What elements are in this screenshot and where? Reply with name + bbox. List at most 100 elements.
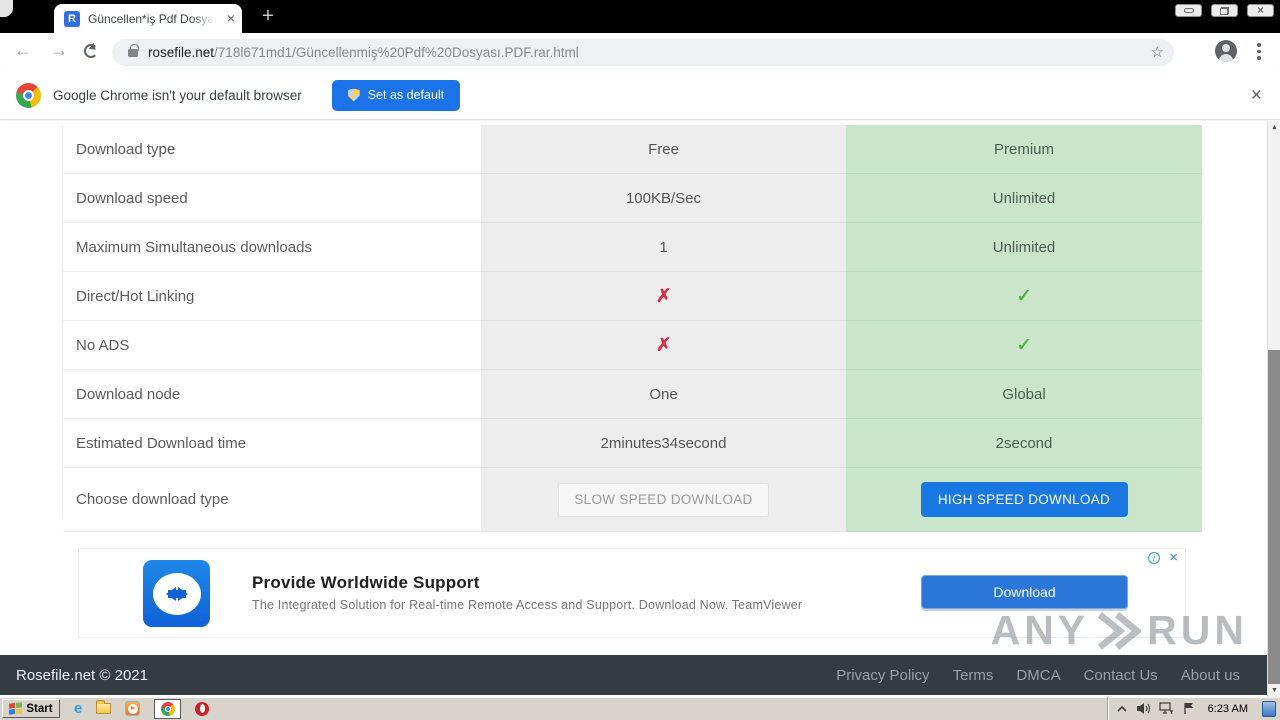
browser-menu-icon[interactable] bbox=[1257, 43, 1261, 60]
minimize-button[interactable] bbox=[1175, 4, 1202, 17]
system-tray: 6:23 AM bbox=[1106, 697, 1280, 720]
ad-description: The Integrated Solution for Real-time Re… bbox=[252, 598, 803, 612]
maximize-button[interactable] bbox=[1211, 4, 1238, 17]
action-center-flag-icon[interactable] bbox=[1182, 702, 1196, 715]
tray-expand-icon[interactable] bbox=[1116, 703, 1128, 715]
close-icon: × bbox=[1256, 3, 1264, 17]
table-header-free: Free bbox=[481, 125, 846, 174]
page-content: Download type Free Premium Download spee… bbox=[0, 121, 1280, 697]
window-corner bbox=[0, 0, 13, 17]
page-scrollbar[interactable]: ▲ ▼ bbox=[1267, 121, 1280, 697]
chrome-icon bbox=[16, 82, 41, 108]
high-speed-download-button[interactable]: HIGH SPEED DOWNLOAD bbox=[920, 482, 1128, 517]
notification-close-icon[interactable]: × bbox=[1250, 84, 1262, 106]
table-cell-premium: HIGH SPEED DOWNLOAD bbox=[846, 468, 1202, 532]
window-controls: × bbox=[1175, 4, 1274, 17]
favicon-letter: R bbox=[68, 12, 76, 25]
table-cell-premium: ✓ bbox=[846, 272, 1202, 321]
table-row: Download speed bbox=[63, 174, 481, 223]
profile-avatar[interactable] bbox=[1215, 40, 1237, 62]
volume-icon[interactable] bbox=[1136, 702, 1151, 715]
scrollbar-thumb[interactable] bbox=[1268, 350, 1280, 684]
folder-icon[interactable] bbox=[96, 700, 112, 714]
start-label: Start bbox=[26, 702, 53, 715]
refresh-icon[interactable] bbox=[84, 44, 98, 58]
close-window-button[interactable]: × bbox=[1247, 4, 1274, 17]
teamviewer-logo-icon bbox=[143, 560, 210, 627]
table-cell-premium: Global bbox=[846, 370, 1202, 419]
table-cell-free: One bbox=[481, 370, 846, 419]
uac-shield-icon bbox=[347, 88, 360, 102]
browser-toolbar: ← → rosefile.net/718l671md1/Güncellenmiş… bbox=[0, 33, 1280, 71]
tab-title: Güncellen*iş Pdf Dosyası.PDF.rar - R bbox=[88, 11, 216, 26]
start-button[interactable]: Start bbox=[2, 699, 60, 718]
maximize-icon bbox=[1220, 6, 1229, 15]
table-row: Download node bbox=[63, 370, 481, 419]
opera-icon[interactable] bbox=[195, 701, 210, 716]
ad-title: Provide Worldwide Support bbox=[252, 573, 480, 592]
ad-close-icon[interactable]: × bbox=[1169, 549, 1178, 566]
network-icon[interactable] bbox=[1159, 702, 1174, 715]
x-mark-icon: ✗ bbox=[655, 285, 672, 307]
windows-logo-icon bbox=[9, 701, 23, 715]
footer-links: Privacy Policy Terms DMCA Contact Us Abo… bbox=[836, 667, 1240, 684]
ad-banner[interactable]: Provide Worldwide Support The Integrated… bbox=[78, 548, 1186, 638]
tab-close-icon[interactable]: × bbox=[226, 10, 235, 26]
table-cell-premium: ✓ bbox=[846, 321, 1202, 370]
footer-link-dmca[interactable]: DMCA bbox=[1016, 666, 1061, 684]
table-cell-free: ✗ bbox=[481, 272, 846, 321]
table-row: Maximum Simultaneous downloads bbox=[63, 223, 481, 272]
footer-link-terms[interactable]: Terms bbox=[952, 666, 994, 684]
windows-taskbar: Start e 6:23 AM bbox=[0, 697, 1280, 720]
table-cell-free: 2minutes34second bbox=[481, 419, 846, 468]
forward-button[interactable]: → bbox=[50, 40, 68, 60]
footer-link-about-us[interactable]: About us bbox=[1180, 666, 1240, 684]
tab-title-fade bbox=[192, 4, 220, 33]
slow-speed-download-button[interactable]: SLOW SPEED DOWNLOAD bbox=[558, 482, 769, 517]
table-header-label: Download type bbox=[63, 125, 481, 174]
chrome-icon bbox=[160, 701, 175, 716]
set-as-default-button[interactable]: Set as default bbox=[331, 79, 461, 111]
media-player-icon[interactable] bbox=[125, 701, 141, 716]
notification-message: Google Chrome isn't your default browser bbox=[53, 87, 302, 103]
default-browser-notification: Google Chrome isn't your default browser… bbox=[0, 71, 1280, 120]
table-cell-free: 1 bbox=[481, 223, 846, 272]
table-row: No ADS bbox=[63, 321, 481, 370]
table-row: Direct/Hot Linking bbox=[63, 272, 481, 321]
table-cell-free: 100KB/Sec bbox=[481, 174, 846, 223]
download-comparison-table: Download type Free Premium Download spee… bbox=[62, 125, 1202, 532]
footer-link-contact-us[interactable]: Contact Us bbox=[1083, 666, 1158, 684]
rosefile-favicon-icon: R bbox=[64, 10, 80, 27]
check-mark-icon: ✓ bbox=[1016, 285, 1032, 307]
lock-icon bbox=[128, 43, 139, 57]
table-cell-premium: Unlimited bbox=[846, 223, 1202, 272]
clock[interactable]: 6:23 AM bbox=[1207, 702, 1248, 715]
browser-titlebar: R Güncellen*iş Pdf Dosyası.PDF.rar - R ×… bbox=[0, 0, 1280, 33]
browser-tab[interactable]: R Güncellen*iş Pdf Dosyası.PDF.rar - R × bbox=[54, 4, 242, 33]
url-text: rosefile.net/718l671md1/Güncellenmiş%20P… bbox=[148, 45, 579, 60]
chrome-taskbar-button[interactable] bbox=[154, 698, 182, 719]
footer-copyright: Rosefile.net © 2021 bbox=[16, 666, 148, 684]
ad-download-button[interactable]: Download bbox=[921, 575, 1128, 609]
quick-launch: e bbox=[74, 698, 210, 719]
internet-explorer-icon[interactable]: e bbox=[74, 700, 83, 717]
set-as-default-label: Set as default bbox=[367, 88, 445, 102]
table-cell-free: SLOW SPEED DOWNLOAD bbox=[481, 468, 846, 532]
new-tab-button[interactable]: + bbox=[262, 5, 274, 27]
url-path: /718l671md1/Güncellenmiş%20Pdf%20Dosyası… bbox=[214, 45, 579, 60]
footer-link-privacy-policy[interactable]: Privacy Policy bbox=[836, 666, 930, 684]
check-mark-icon: ✓ bbox=[1016, 334, 1032, 356]
table-row: Choose download type bbox=[63, 468, 481, 532]
ad-info-icon[interactable]: i bbox=[1148, 552, 1160, 564]
back-button[interactable]: ← bbox=[14, 40, 32, 60]
minimize-icon bbox=[1183, 8, 1194, 13]
scroll-down-icon[interactable]: ▼ bbox=[1271, 687, 1278, 694]
bookmark-star-icon[interactable]: ☆ bbox=[1150, 44, 1164, 61]
show-desktop-button[interactable] bbox=[1262, 700, 1276, 717]
scroll-up-icon[interactable]: ▲ bbox=[1271, 124, 1278, 131]
url-bar[interactable]: rosefile.net/718l671md1/Güncellenmiş%20P… bbox=[112, 39, 1174, 66]
table-cell-premium: Unlimited bbox=[846, 174, 1202, 223]
x-mark-icon: ✗ bbox=[655, 334, 672, 356]
table-header-premium: Premium bbox=[846, 125, 1202, 174]
